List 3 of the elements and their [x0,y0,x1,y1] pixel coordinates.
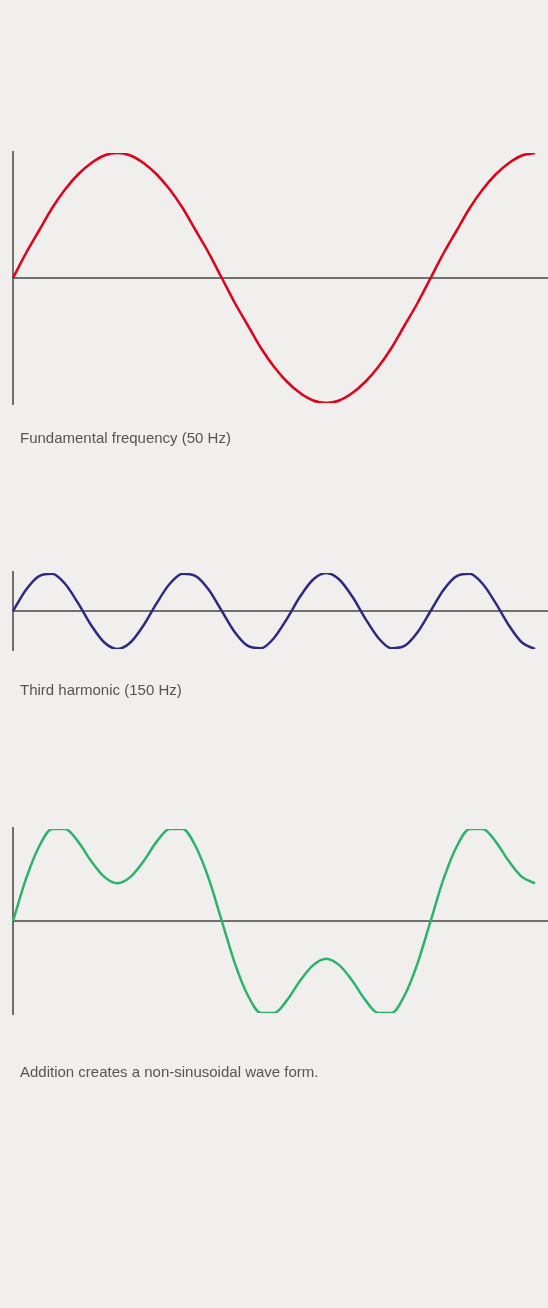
text: Fundamental frequency (50 Hz) [20,429,231,446]
text: Addition creates a non-sinusoidal wave form. [20,1063,319,1080]
text: Third harmonic (150 Hz) [20,681,182,698]
